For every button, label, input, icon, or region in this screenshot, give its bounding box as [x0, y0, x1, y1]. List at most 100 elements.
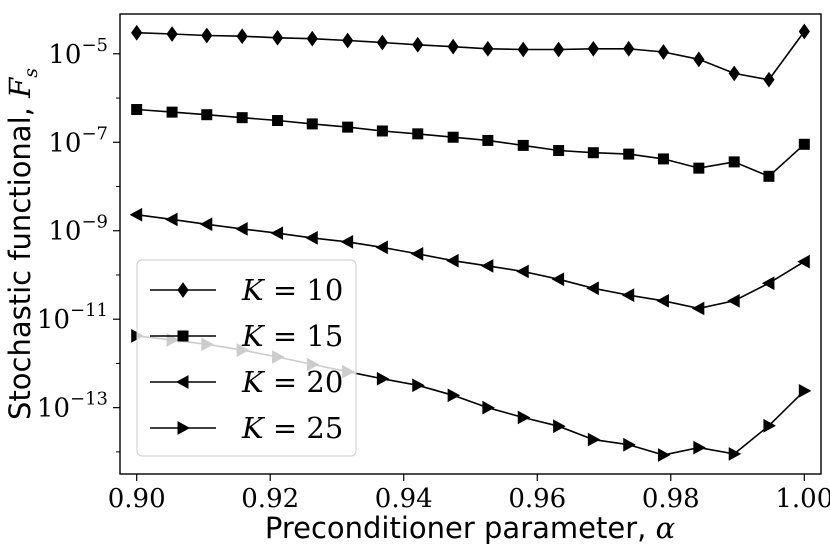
- data-point: [166, 26, 178, 42]
- data-point: [272, 115, 284, 127]
- data-point: [447, 388, 461, 403]
- data-point: [623, 148, 635, 160]
- data-point: [446, 253, 459, 268]
- data-point: [131, 24, 143, 41]
- data-point: [587, 432, 601, 447]
- x-tick-label: 0.90: [108, 484, 166, 514]
- data-point: [447, 38, 459, 55]
- data-point: [447, 131, 459, 143]
- data-point: [517, 139, 529, 151]
- legend-label: K = 25: [241, 411, 343, 445]
- data-point: [693, 440, 706, 455]
- data-point: [657, 153, 669, 165]
- series-3: [129, 207, 810, 316]
- data-point: [693, 162, 705, 174]
- data-point: [553, 419, 566, 434]
- data-point: [131, 104, 143, 116]
- x-tick-label: 0.98: [642, 484, 700, 514]
- data-point: [797, 254, 810, 269]
- data-point: [516, 264, 529, 279]
- data-point: [270, 226, 284, 241]
- data-point: [623, 437, 636, 452]
- data-point: [412, 128, 424, 140]
- y-axis: 10−5 10−7 10−9 10−11 10−13: [37, 35, 120, 453]
- data-point: [623, 40, 635, 57]
- legend-label: K = 20: [241, 365, 343, 399]
- series-line: [136, 31, 805, 81]
- data-point: [763, 418, 776, 433]
- y-tick-label: 10−7: [48, 123, 108, 158]
- y-tick-label: 10−13: [37, 389, 108, 424]
- data-point: [587, 40, 599, 57]
- y-axis-title: Stochastic functional, Fs: [3, 68, 42, 420]
- series-line: [136, 213, 805, 310]
- data-point: [727, 293, 740, 308]
- data-point: [236, 28, 248, 45]
- legend-label: K = 10: [241, 273, 343, 307]
- data-point: [656, 293, 669, 308]
- data-point: [728, 447, 742, 461]
- data-point: [375, 240, 388, 255]
- x-axis: 0.90 0.92 0.94 0.96 0.98 1.00: [108, 474, 830, 514]
- data-point: [763, 71, 775, 88]
- legend-entry: K = 10: [150, 273, 343, 307]
- data-point: [175, 375, 189, 389]
- data-point: [657, 448, 671, 462]
- data-point: [798, 23, 810, 40]
- data-point: [236, 112, 248, 124]
- data-point: [586, 281, 599, 296]
- data-point: [199, 217, 213, 232]
- data-point: [271, 29, 284, 46]
- data-point: [763, 170, 775, 182]
- data-point: [480, 259, 494, 273]
- data-point: [657, 44, 670, 60]
- data-point: [728, 156, 740, 168]
- data-point: [587, 147, 599, 159]
- data-point: [761, 276, 775, 291]
- legend-label: K = 15: [241, 319, 343, 353]
- data-point: [177, 282, 189, 298]
- y-tick-label: 10−5: [48, 35, 108, 70]
- data-point: [342, 121, 354, 133]
- series-line: [136, 108, 805, 178]
- legend-entry: K = 15: [150, 319, 343, 353]
- x-tick-label: 0.94: [375, 484, 433, 514]
- data-point: [166, 106, 178, 118]
- x-tick-label: 1.00: [775, 484, 830, 514]
- x-axis-title: Preconditioner parameter, α: [265, 511, 675, 545]
- data-point: [306, 118, 318, 130]
- data-point: [177, 421, 191, 435]
- data-point: [129, 207, 143, 222]
- series-1: [131, 23, 810, 88]
- legend: K = 10 K = 15 K = 20 K = 25: [136, 259, 357, 457]
- data-point: [412, 378, 425, 393]
- data-point: [517, 41, 529, 58]
- data-point: [235, 222, 248, 236]
- data-point: [621, 288, 635, 302]
- data-point: [482, 134, 494, 146]
- data-point: [798, 383, 812, 398]
- data-point: [376, 125, 388, 137]
- data-point: [517, 410, 531, 425]
- data-point: [177, 330, 189, 342]
- data-point: [342, 32, 354, 49]
- data-point: [553, 145, 565, 157]
- data-point: [410, 247, 424, 261]
- data-point: [412, 36, 424, 53]
- data-point: [482, 400, 495, 415]
- x-tick-label: 0.96: [508, 484, 566, 514]
- data-point: [305, 231, 318, 245]
- legend-box: [136, 259, 357, 457]
- legend-entry: K = 20: [150, 365, 343, 399]
- data-point: [551, 272, 565, 287]
- data-point: [376, 34, 388, 51]
- data-point: [693, 51, 705, 68]
- data-point: [482, 40, 494, 57]
- series-2: [131, 104, 810, 182]
- data-point: [376, 371, 390, 386]
- series-layer: [129, 23, 812, 462]
- data-point: [306, 30, 318, 47]
- data-point: [201, 27, 213, 44]
- data-point: [798, 138, 810, 150]
